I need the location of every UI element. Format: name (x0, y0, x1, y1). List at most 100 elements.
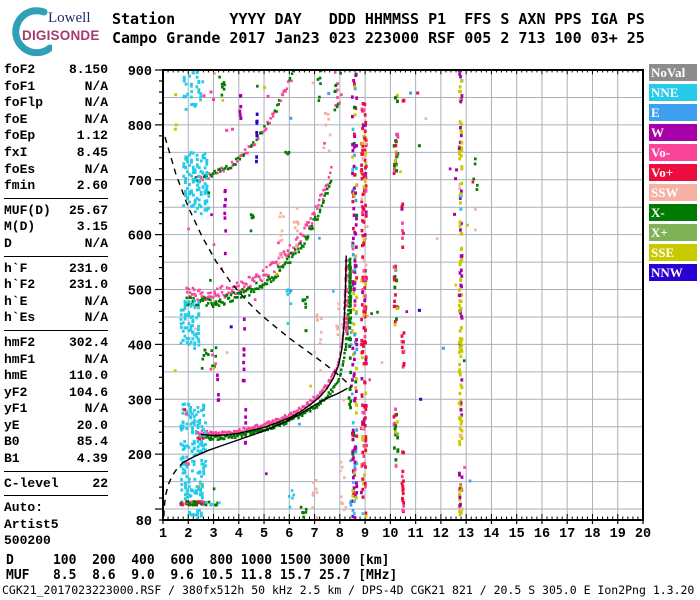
param-value: N/A (84, 293, 108, 309)
param-label: foF1 (4, 78, 36, 94)
param-label: foFlp (4, 95, 44, 111)
param-value: 3.15 (76, 219, 108, 235)
y-tick-label: 600 (128, 230, 152, 245)
group-separator (4, 495, 108, 497)
logo-title: Lowell (48, 10, 91, 26)
y-tick-label: 700 (128, 175, 152, 190)
x-tick-label: 5 (260, 527, 268, 542)
param-label: yF1 (4, 401, 28, 417)
autoscaling-info: Auto: (4, 500, 44, 516)
param-value: 104.6 (68, 384, 108, 400)
x-tick-label: 3 (209, 527, 217, 542)
x-tick-label: 18 (584, 527, 600, 542)
param-label: M(D) (4, 219, 36, 235)
plot-frame (162, 69, 644, 521)
x-tick-label: 14 (483, 527, 499, 542)
param-row: foF1 N/A (4, 79, 108, 96)
param-label: h`F (4, 260, 28, 276)
param-label: hmF1 (4, 351, 36, 367)
param-label: hmF2 (4, 334, 36, 350)
header-line-2: Campo Grande 2017 Jan23 023 223000 RSF 0… (112, 29, 645, 47)
x-tick-label: 10 (382, 527, 398, 542)
param-row: fxI 8.45 (4, 145, 108, 162)
param-value: 231.0 (68, 260, 108, 276)
param-label: foE (4, 111, 28, 127)
x-tick-label: 9 (361, 527, 369, 542)
param-label: hmE (4, 368, 28, 384)
param-value: 20.0 (76, 417, 108, 433)
param-value: 302.4 (68, 334, 108, 350)
legend-item-x+: X+ (649, 224, 697, 241)
autoscaling-info: 500200 (4, 533, 51, 549)
logo-subtitle: DIGISONDE (22, 28, 100, 43)
param-row: yF2 104.6 (4, 385, 108, 402)
param-label: foEs (4, 161, 36, 177)
parameters-panel: foF2 8.150 foF1 N/A foFlp N/A foE N/A foEp 1.12 fx… (4, 62, 108, 550)
param-value: 8.150 (68, 62, 108, 77)
legend-item-w: W (649, 124, 697, 141)
profile-curves (163, 136, 352, 517)
profile-extension-curve (163, 461, 184, 517)
legend-item-nnw: NNW (649, 264, 697, 281)
param-value: N/A (84, 78, 108, 94)
param-label: foEp (4, 128, 36, 144)
param-row: D N/A (4, 236, 108, 253)
x-tick-label: 6 (285, 527, 293, 542)
param-row: h`Es N/A (4, 310, 108, 327)
param-row: M(D) 3.15 (4, 219, 108, 236)
header-block: Station YYYY DAY DDD HHMMSS P1 FFS S AXN… (112, 10, 645, 48)
y-tick-label: 800 (128, 120, 152, 135)
param-row: h`E N/A (4, 294, 108, 311)
x-tick-label: 1 (159, 527, 167, 542)
param-label: h`Es (4, 310, 36, 326)
param-value: 85.4 (76, 434, 108, 450)
echo-points (173, 70, 479, 520)
param-value: 231.0 (68, 277, 108, 293)
legend-item-vo+: Vo+ (649, 164, 697, 181)
param-value: N/A (84, 351, 108, 367)
param-label: C-level (4, 475, 59, 491)
param-label: foF2 (4, 62, 36, 77)
echo-status-legend: NoVal NNE E W Vo- Vo+ SSW X- X+ SSE NNW (649, 64, 697, 284)
file-info-line: CGK21_2017023223000.RSF / 380fx512h 50 k… (2, 583, 695, 597)
param-row: hmF1 N/A (4, 352, 108, 369)
param-row: MUF(D) 25.67 (4, 203, 108, 220)
lowell-digisonde-logo: Lowell DIGISONDE (8, 6, 116, 56)
x-tick-label: 8 (336, 527, 344, 542)
param-value: 110.0 (68, 368, 108, 384)
param-value: 22 (92, 475, 108, 491)
x-tick-label: 15 (509, 527, 525, 542)
param-row: C-level 22 (4, 476, 108, 493)
param-row: foFlp N/A (4, 95, 108, 112)
param-row: h`F 231.0 (4, 261, 108, 278)
param-row: hmF2 302.4 (4, 335, 108, 352)
param-value: N/A (84, 235, 108, 251)
param-label: h`F2 (4, 277, 36, 293)
group-separator (4, 197, 108, 199)
param-value: 8.45 (76, 144, 108, 160)
fitted-trace-curve (200, 255, 347, 437)
true-height-profile-curve (182, 387, 348, 464)
legend-item-sse: SSE (649, 244, 697, 261)
x-tick-label: 13 (458, 527, 474, 542)
param-row: fmin 2.60 (4, 178, 108, 195)
param-label: yF2 (4, 384, 28, 400)
group-separator (4, 255, 108, 257)
param-value: 1.12 (76, 128, 108, 144)
param-row: yE 20.0 (4, 418, 108, 435)
group-separator (4, 470, 108, 472)
legend-item-vo-: Vo- (649, 144, 697, 161)
x-tick-label: 19 (610, 527, 626, 542)
y-tick-label: 500 (128, 285, 152, 300)
legend-item-noval: NoVal (649, 64, 697, 81)
distance-row: D 100 200 400 600 800 1000 1500 3000 [km… (6, 553, 390, 568)
param-row: h`F2 231.0 (4, 277, 108, 294)
x-tick-label: 12 (433, 527, 449, 542)
param-value: 4.39 (76, 451, 108, 467)
param-label: yE (4, 417, 20, 433)
param-row: B1 4.39 (4, 451, 108, 468)
legend-item-ssw: SSW (649, 184, 697, 201)
autoscaling-info: Artist5 (4, 516, 59, 532)
param-row: foE N/A (4, 112, 108, 129)
